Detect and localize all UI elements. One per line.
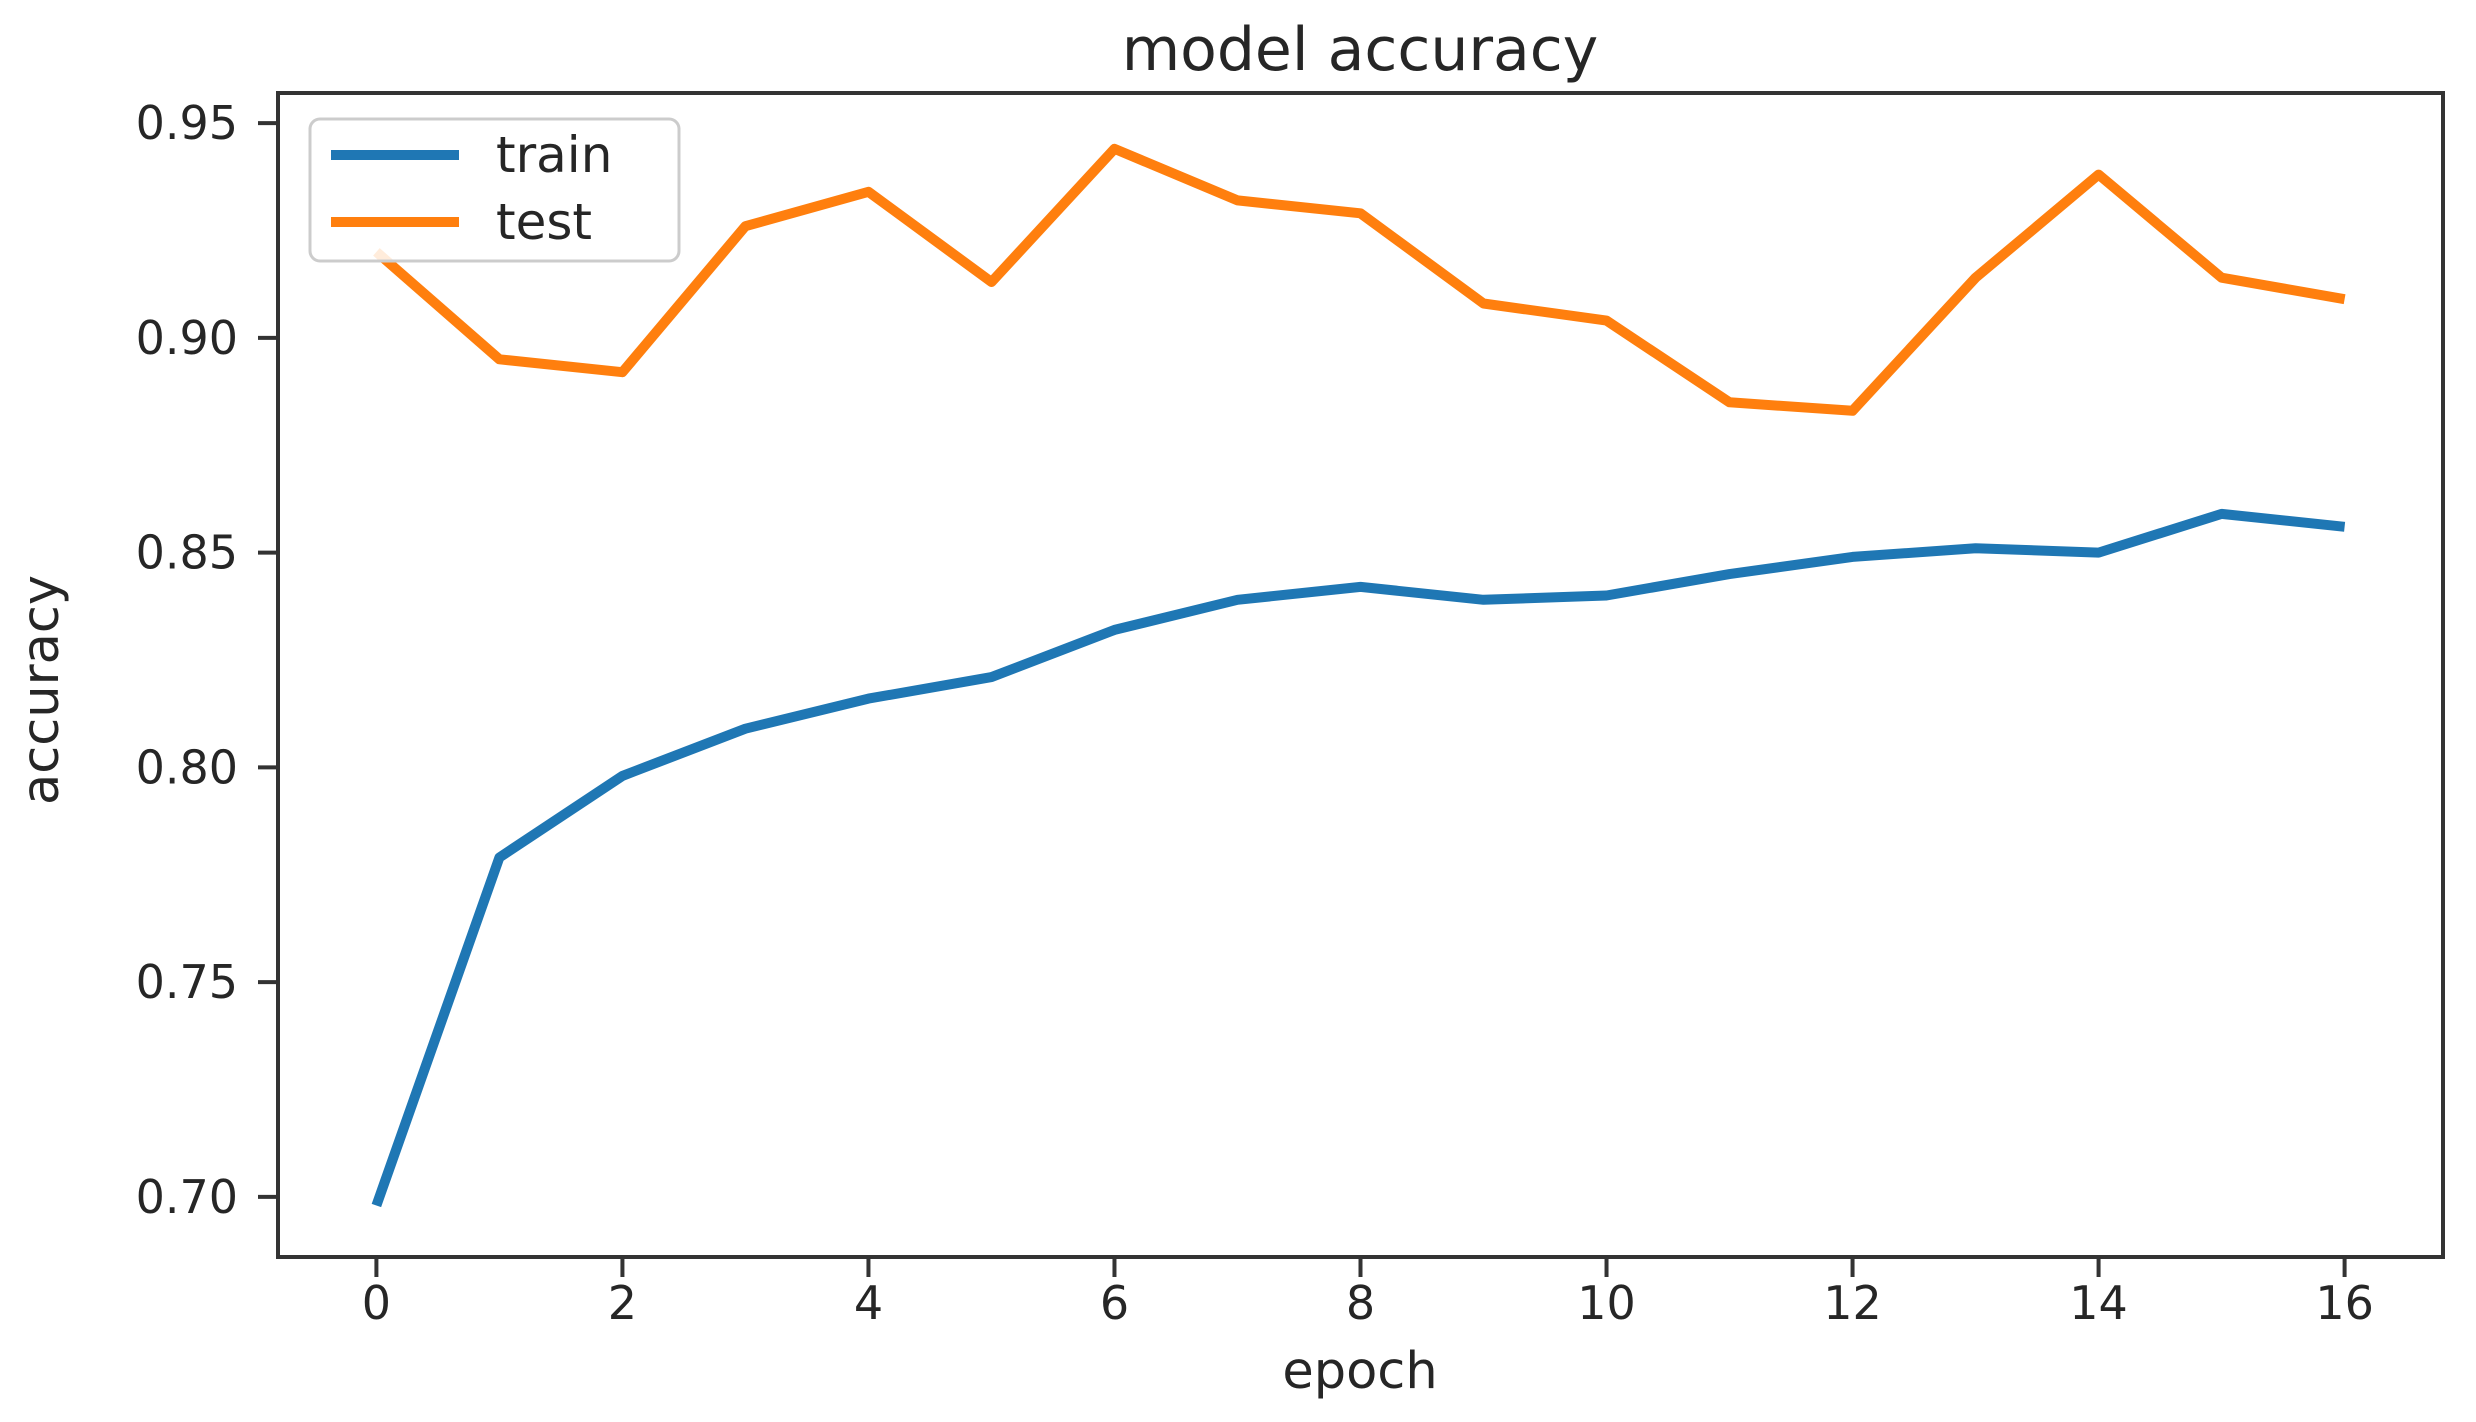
legend-test-label: test: [496, 193, 592, 251]
x-axis-label: epoch: [1282, 1342, 1437, 1401]
x-tick-label-12: 12: [1823, 1276, 1882, 1330]
x-tick-label-8: 8: [1346, 1276, 1375, 1330]
x-tick-label-0: 0: [362, 1276, 391, 1330]
train-line: [371, 508, 2346, 1208]
chart-title: model accuracy: [1122, 15, 1599, 85]
y-axis-ticks: 0.70 0.75 0.80 0.85 0.90 0.95: [136, 96, 278, 1224]
y-tick-label-0.80: 0.80: [136, 740, 238, 794]
legend-box: [308, 117, 681, 263]
x-tick-label-14: 14: [2069, 1276, 2128, 1330]
test-line: [373, 143, 2346, 416]
plot-border: [276, 91, 2445, 1259]
x-axis-ticks: 0 2 4 6 8 10 12 14 16: [362, 1257, 2374, 1330]
y-tick-label-0.90: 0.90: [136, 311, 238, 365]
y-tick-label-0.75: 0.75: [136, 955, 238, 1009]
x-tick-label-10: 10: [1577, 1276, 1636, 1330]
x-tick-label-16: 16: [2315, 1276, 2374, 1330]
x-tick-label-6: 6: [1100, 1276, 1129, 1330]
x-tick-label-4: 4: [854, 1276, 883, 1330]
legend: train test: [308, 117, 681, 263]
y-tick-label-0.95: 0.95: [136, 96, 238, 150]
y-tick-label-0.70: 0.70: [136, 1170, 238, 1224]
legend-train-label: train: [496, 126, 612, 184]
x-tick-label-2: 2: [608, 1276, 637, 1330]
y-tick-label-0.85: 0.85: [136, 526, 238, 580]
y-axis-label: accuracy: [12, 575, 71, 805]
series-group: [371, 143, 2346, 1208]
